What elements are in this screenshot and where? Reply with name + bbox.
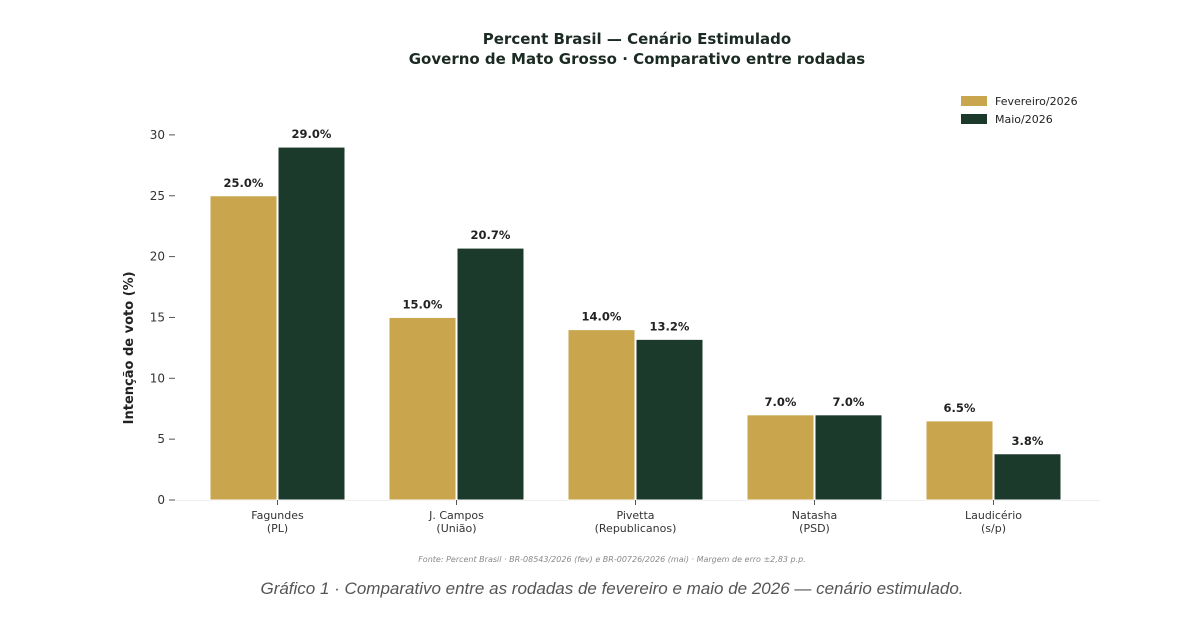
bar-maio-1 xyxy=(277,146,346,501)
y-axis-label: Intenção de voto (%) xyxy=(122,271,137,424)
x-tick-label: (União) xyxy=(436,522,476,535)
legend-swatch-maio xyxy=(961,114,987,124)
x-tick-label: J. Campos xyxy=(428,509,484,522)
y-tick-label: 15 xyxy=(150,310,165,324)
bar-value-label: 3.8% xyxy=(1012,434,1044,448)
legend-label-fevereiro: Fevereiro/2026 xyxy=(995,95,1078,108)
bar-value-label: 6.5% xyxy=(944,401,976,415)
x-tick-label: Laudicério xyxy=(965,509,1022,522)
bar-maio-5 xyxy=(993,453,1062,501)
bar-maio-4 xyxy=(814,414,883,501)
chart-title-line-1: Percent Brasil — Cenário Estimulado xyxy=(483,30,791,48)
bar-value-label: 29.0% xyxy=(292,127,332,141)
figure-caption: Gráfico 1 · Comparativo entre as rodadas… xyxy=(260,579,964,598)
x-tick-label: Natasha xyxy=(792,509,837,522)
y-tick-label: 5 xyxy=(157,432,165,446)
y-tick-label: 30 xyxy=(150,128,165,142)
bar-fevereiro-4 xyxy=(746,414,815,501)
y-tick-label: 10 xyxy=(150,371,165,385)
chart-title-line-2: Governo de Mato Grosso · Comparativo ent… xyxy=(409,50,866,68)
y-tick-label: 0 xyxy=(157,493,165,507)
x-tick-label: (s/p) xyxy=(981,522,1006,535)
source-note: Fonte: Percent Brasil · BR-08543/2026 (f… xyxy=(418,555,806,564)
legend-label-maio: Maio/2026 xyxy=(995,113,1053,126)
bar-value-label: 14.0% xyxy=(582,310,622,324)
legend-swatch-fevereiro xyxy=(961,96,987,106)
bar-fevereiro-2 xyxy=(388,316,457,501)
x-tick-label: (Republicanos) xyxy=(595,522,677,535)
y-tick-label: 25 xyxy=(150,189,165,203)
bar-value-label: 7.0% xyxy=(833,395,865,409)
bar-fevereiro-5 xyxy=(925,420,994,501)
bar-fevereiro-1 xyxy=(209,195,278,501)
bar-maio-2 xyxy=(456,247,525,501)
x-tick-label: Fagundes xyxy=(251,509,304,522)
bar-value-label: 7.0% xyxy=(765,395,797,409)
x-tick-label: Pivetta xyxy=(616,509,654,522)
bar-value-label: 20.7% xyxy=(471,228,511,242)
bar-value-label: 15.0% xyxy=(403,297,443,311)
bar-value-label: 25.0% xyxy=(224,176,264,190)
x-tick-label: (PL) xyxy=(267,522,288,535)
bar-fevereiro-3 xyxy=(567,329,636,501)
bar-value-label: 13.2% xyxy=(650,319,690,333)
x-tick-label: (PSD) xyxy=(799,522,830,535)
y-tick-label: 20 xyxy=(150,250,165,264)
bar-maio-3 xyxy=(635,338,704,501)
